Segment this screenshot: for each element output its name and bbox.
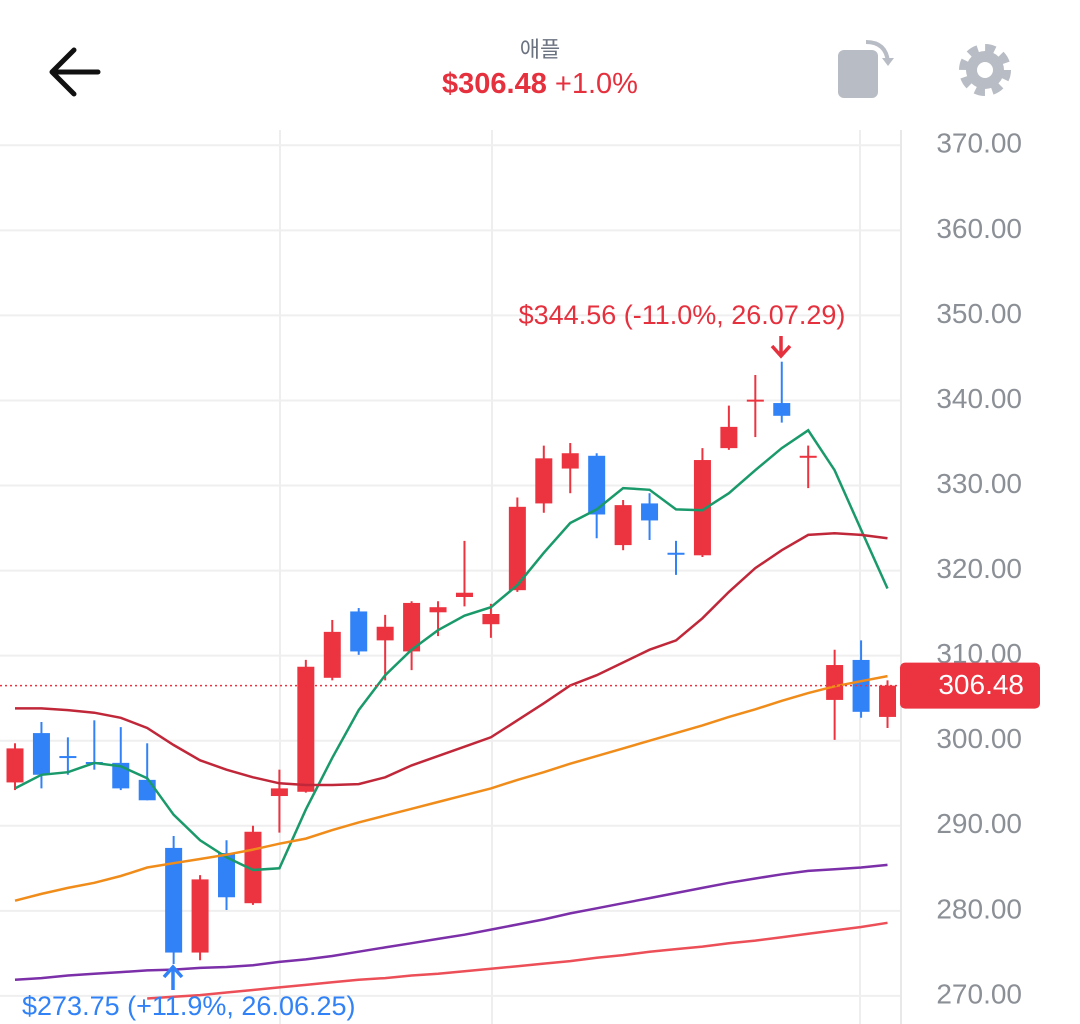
candle-body	[667, 552, 685, 555]
candle-body	[720, 426, 738, 449]
low-annotation: $273.75 (+11.9%, 26.06.25)	[22, 991, 356, 1021]
low-arrow	[162, 964, 184, 990]
price-row: $306.48 +1.0%	[0, 68, 1080, 101]
candle-body	[614, 505, 632, 546]
candle-body	[6, 748, 24, 783]
y-tick-label: 340.00	[936, 383, 1022, 414]
candle-body	[323, 631, 341, 678]
candle-body	[138, 779, 156, 801]
moving-average-line	[15, 531, 888, 787]
candle-body	[376, 626, 394, 641]
candle-body	[588, 455, 606, 515]
candle-body	[403, 602, 421, 652]
candle-body	[641, 503, 659, 521]
header: 애플 $306.48 +1.0%	[0, 0, 1080, 130]
y-axis: 270.00280.00290.00300.00310.00320.00330.…	[900, 128, 1040, 1009]
change: +1.0%	[554, 68, 638, 100]
candle-body	[191, 879, 209, 953]
candle-body	[218, 853, 236, 898]
moving-average-line	[14, 674, 888, 902]
candle-body	[270, 788, 288, 797]
candle-body	[879, 685, 897, 717]
candle-body	[826, 665, 844, 700]
grid	[0, 144, 900, 997]
y-tick-label: 320.00	[936, 553, 1022, 584]
price-label-box	[900, 662, 1040, 709]
candle-body	[297, 666, 315, 792]
y-tick-label: 300.00	[936, 723, 1022, 754]
plot	[0, 361, 900, 1000]
y-tick-label: 360.00	[936, 213, 1022, 244]
y-tick-label: 330.00	[936, 468, 1022, 499]
high-annotation: $344.56 (-11.0%, 26.07.29)	[519, 300, 846, 330]
candle-body	[746, 399, 764, 402]
candle-body	[429, 607, 447, 613]
y-tick-label: 270.00	[936, 978, 1022, 1009]
candle-body	[165, 847, 183, 953]
candle-body	[482, 614, 500, 625]
back-button[interactable]	[49, 47, 101, 97]
moving-average-line	[14, 863, 888, 982]
candle-body	[799, 455, 817, 458]
rotate-button[interactable]	[838, 40, 894, 98]
candle-body	[455, 592, 473, 597]
candle-body	[773, 403, 791, 416]
candle-body	[32, 733, 50, 775]
stock-name: 애플	[519, 38, 561, 63]
candle-body	[350, 611, 368, 652]
price: $306.48	[442, 68, 547, 100]
candle-body	[535, 458, 553, 504]
y-tick-label: 280.00	[936, 893, 1022, 924]
y-tick-label: 370.00	[936, 128, 1022, 159]
moving-average-line	[14, 428, 889, 872]
high-arrow	[770, 336, 792, 359]
candle-body	[59, 756, 77, 759]
y-tick-label: 350.00	[936, 298, 1022, 329]
price-label: 306.48	[938, 669, 1024, 700]
candle-body	[693, 460, 711, 556]
header-icons	[49, 40, 1011, 98]
settings-button[interactable]	[959, 44, 1011, 96]
candle-body	[561, 453, 579, 469]
candle-body	[508, 506, 526, 591]
moving-average-line	[147, 921, 888, 1000]
y-tick-label: 290.00	[936, 808, 1022, 839]
